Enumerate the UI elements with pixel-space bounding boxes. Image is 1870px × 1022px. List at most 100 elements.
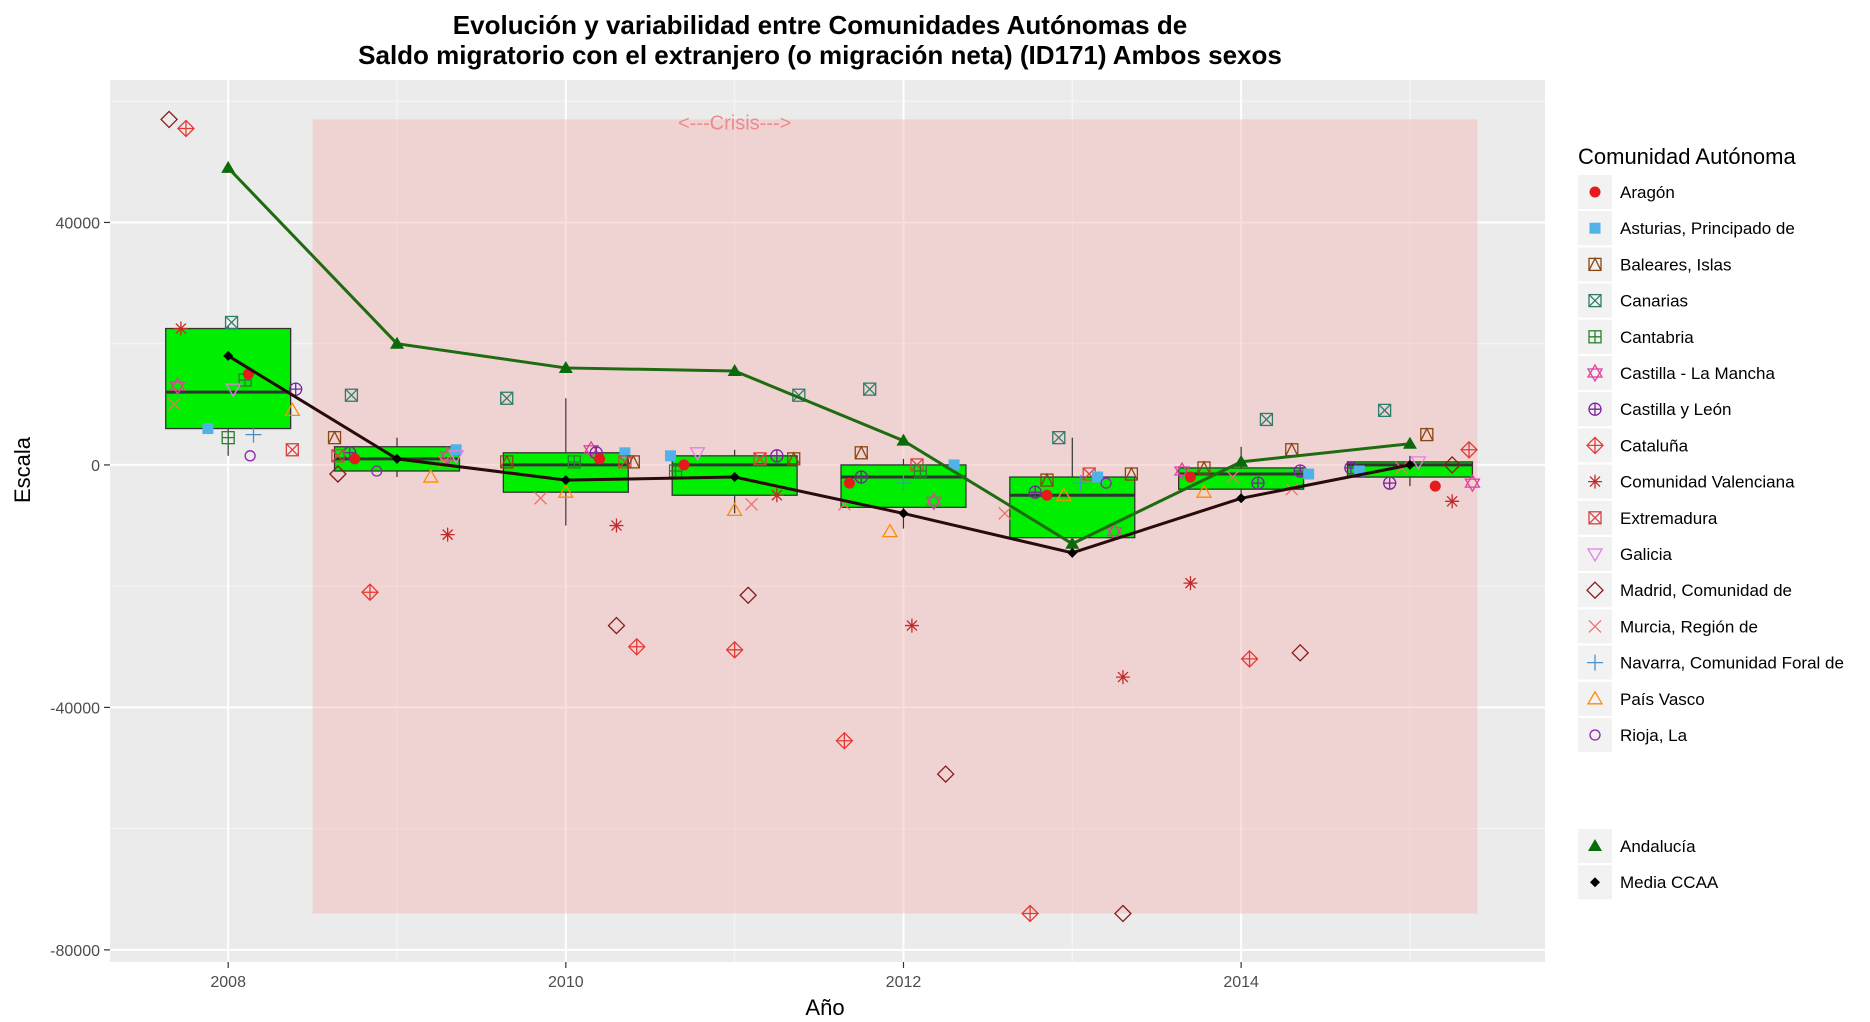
scatter-point — [1353, 465, 1365, 477]
legend-item: Murcia, Región de — [1578, 609, 1758, 644]
legend-label: Aragón — [1620, 183, 1675, 202]
scatter-point — [1420, 427, 1434, 442]
legend-key — [1587, 654, 1603, 671]
scatter-point — [327, 430, 342, 445]
scatter-point — [1055, 486, 1072, 501]
scatter-point — [500, 391, 514, 405]
legend-key — [1588, 330, 1602, 344]
legend-key-bg — [1578, 718, 1612, 752]
scatter-point — [328, 465, 347, 483]
scatter-point — [745, 497, 758, 511]
legend-label: Galicia — [1620, 545, 1673, 564]
series-point — [223, 350, 234, 361]
series-point — [390, 336, 404, 349]
legend-item: Galicia — [1578, 537, 1673, 571]
boxplot-2008 — [165, 325, 292, 456]
legend-key — [1586, 548, 1604, 563]
scatter-point — [344, 388, 359, 402]
legend-label: Murcia, Región de — [1620, 617, 1758, 636]
series-point — [560, 475, 571, 486]
scatter-point — [739, 586, 758, 605]
scatter-point — [1092, 471, 1104, 483]
legend-key — [1588, 402, 1602, 416]
legend-item: Castilla - La Mancha — [1578, 356, 1776, 390]
legend-item: Madrid, Comunidad de — [1578, 573, 1792, 608]
legend-label: Cataluña — [1620, 436, 1689, 455]
scatter-point — [1464, 473, 1481, 493]
legend-key — [1586, 690, 1604, 705]
scatter-point — [607, 616, 626, 635]
scatter-point — [619, 447, 631, 459]
scatter-point — [1226, 470, 1240, 484]
scatter-point — [447, 450, 465, 465]
scatter-point — [881, 523, 899, 538]
legend-key — [1588, 474, 1602, 489]
legend-label: Extremadura — [1620, 509, 1718, 528]
scatter-point — [245, 426, 262, 443]
series-point — [898, 508, 909, 519]
legend-key-bg — [1578, 573, 1612, 608]
scatter-point — [349, 453, 361, 465]
legend-label: Asturias, Principado de — [1620, 219, 1795, 238]
series-point — [896, 433, 911, 446]
scatter-point — [1429, 480, 1441, 492]
scatter-point — [1195, 483, 1213, 498]
scatter-point — [244, 450, 256, 462]
legend-label: Navarra, Comunidad Foral de — [1620, 654, 1844, 673]
scatter-point — [284, 402, 301, 417]
scatter-point — [1377, 403, 1392, 418]
legend-item: Navarra, Comunidad Foral de — [1578, 645, 1844, 680]
scatter-point — [221, 430, 235, 445]
scatter-point — [627, 637, 646, 656]
scatter-point — [583, 440, 600, 460]
chart-title-line2: Saldo migratorio con el extranjero (o mi… — [358, 40, 1282, 70]
crisis-region — [312, 119, 1478, 914]
y-tick-label: 40000 — [56, 215, 101, 232]
scatter-point — [1184, 471, 1196, 483]
legend: Comunidad Autónoma Aragón Asturias, Princi… — [1578, 144, 1844, 900]
x-tick-label: 2014 — [1223, 974, 1259, 991]
scatter-point — [1173, 461, 1191, 481]
scatter-point — [1183, 576, 1198, 591]
scatter-point — [1041, 489, 1053, 501]
box-body — [1009, 476, 1136, 539]
scatter-point — [1021, 904, 1040, 923]
scatter-point — [202, 423, 214, 435]
legend-item: Castilla y León — [1578, 392, 1732, 427]
scatter-point — [331, 449, 345, 463]
y-tick-label: -40000 — [50, 700, 100, 717]
legend-item: Baleares, Islas — [1578, 247, 1732, 282]
legend-key-bg — [1578, 247, 1612, 282]
scatter-point — [626, 454, 641, 469]
series-line-andalucia — [227, 166, 1411, 546]
scatter-point — [1383, 476, 1397, 490]
scatter-point — [753, 452, 767, 466]
legend-key-bg — [1578, 537, 1612, 571]
scatter-point — [609, 518, 624, 533]
crisis-label: <---Crisis---> — [678, 112, 791, 134]
legend-item: Canarias — [1578, 283, 1688, 318]
legend-item: Extremadura — [1578, 500, 1718, 535]
series-point — [1236, 493, 1247, 504]
legend-label: Comunidad Valenciana — [1620, 473, 1795, 492]
scatter-point — [1251, 476, 1265, 490]
scatter-point — [1410, 456, 1427, 471]
series-point — [1402, 436, 1417, 449]
scatter-point — [835, 731, 854, 750]
scatter-point — [689, 447, 706, 462]
scatter-point — [1052, 430, 1066, 445]
chart-title-line1: Evolución y variabilidad entre Comunidad… — [453, 10, 1187, 40]
series-point — [1065, 536, 1080, 549]
legend-key — [1588, 256, 1602, 272]
scatter-point — [1106, 522, 1123, 541]
plot-panel — [110, 80, 1545, 962]
scatter-point — [854, 445, 868, 460]
legend-label: Rioja, La — [1620, 726, 1688, 745]
scatter-point — [936, 765, 955, 784]
legend-label: Castilla - La Mancha — [1620, 364, 1776, 383]
box-body — [165, 327, 292, 430]
scatter-point — [594, 453, 606, 465]
scatter-point — [422, 468, 439, 483]
